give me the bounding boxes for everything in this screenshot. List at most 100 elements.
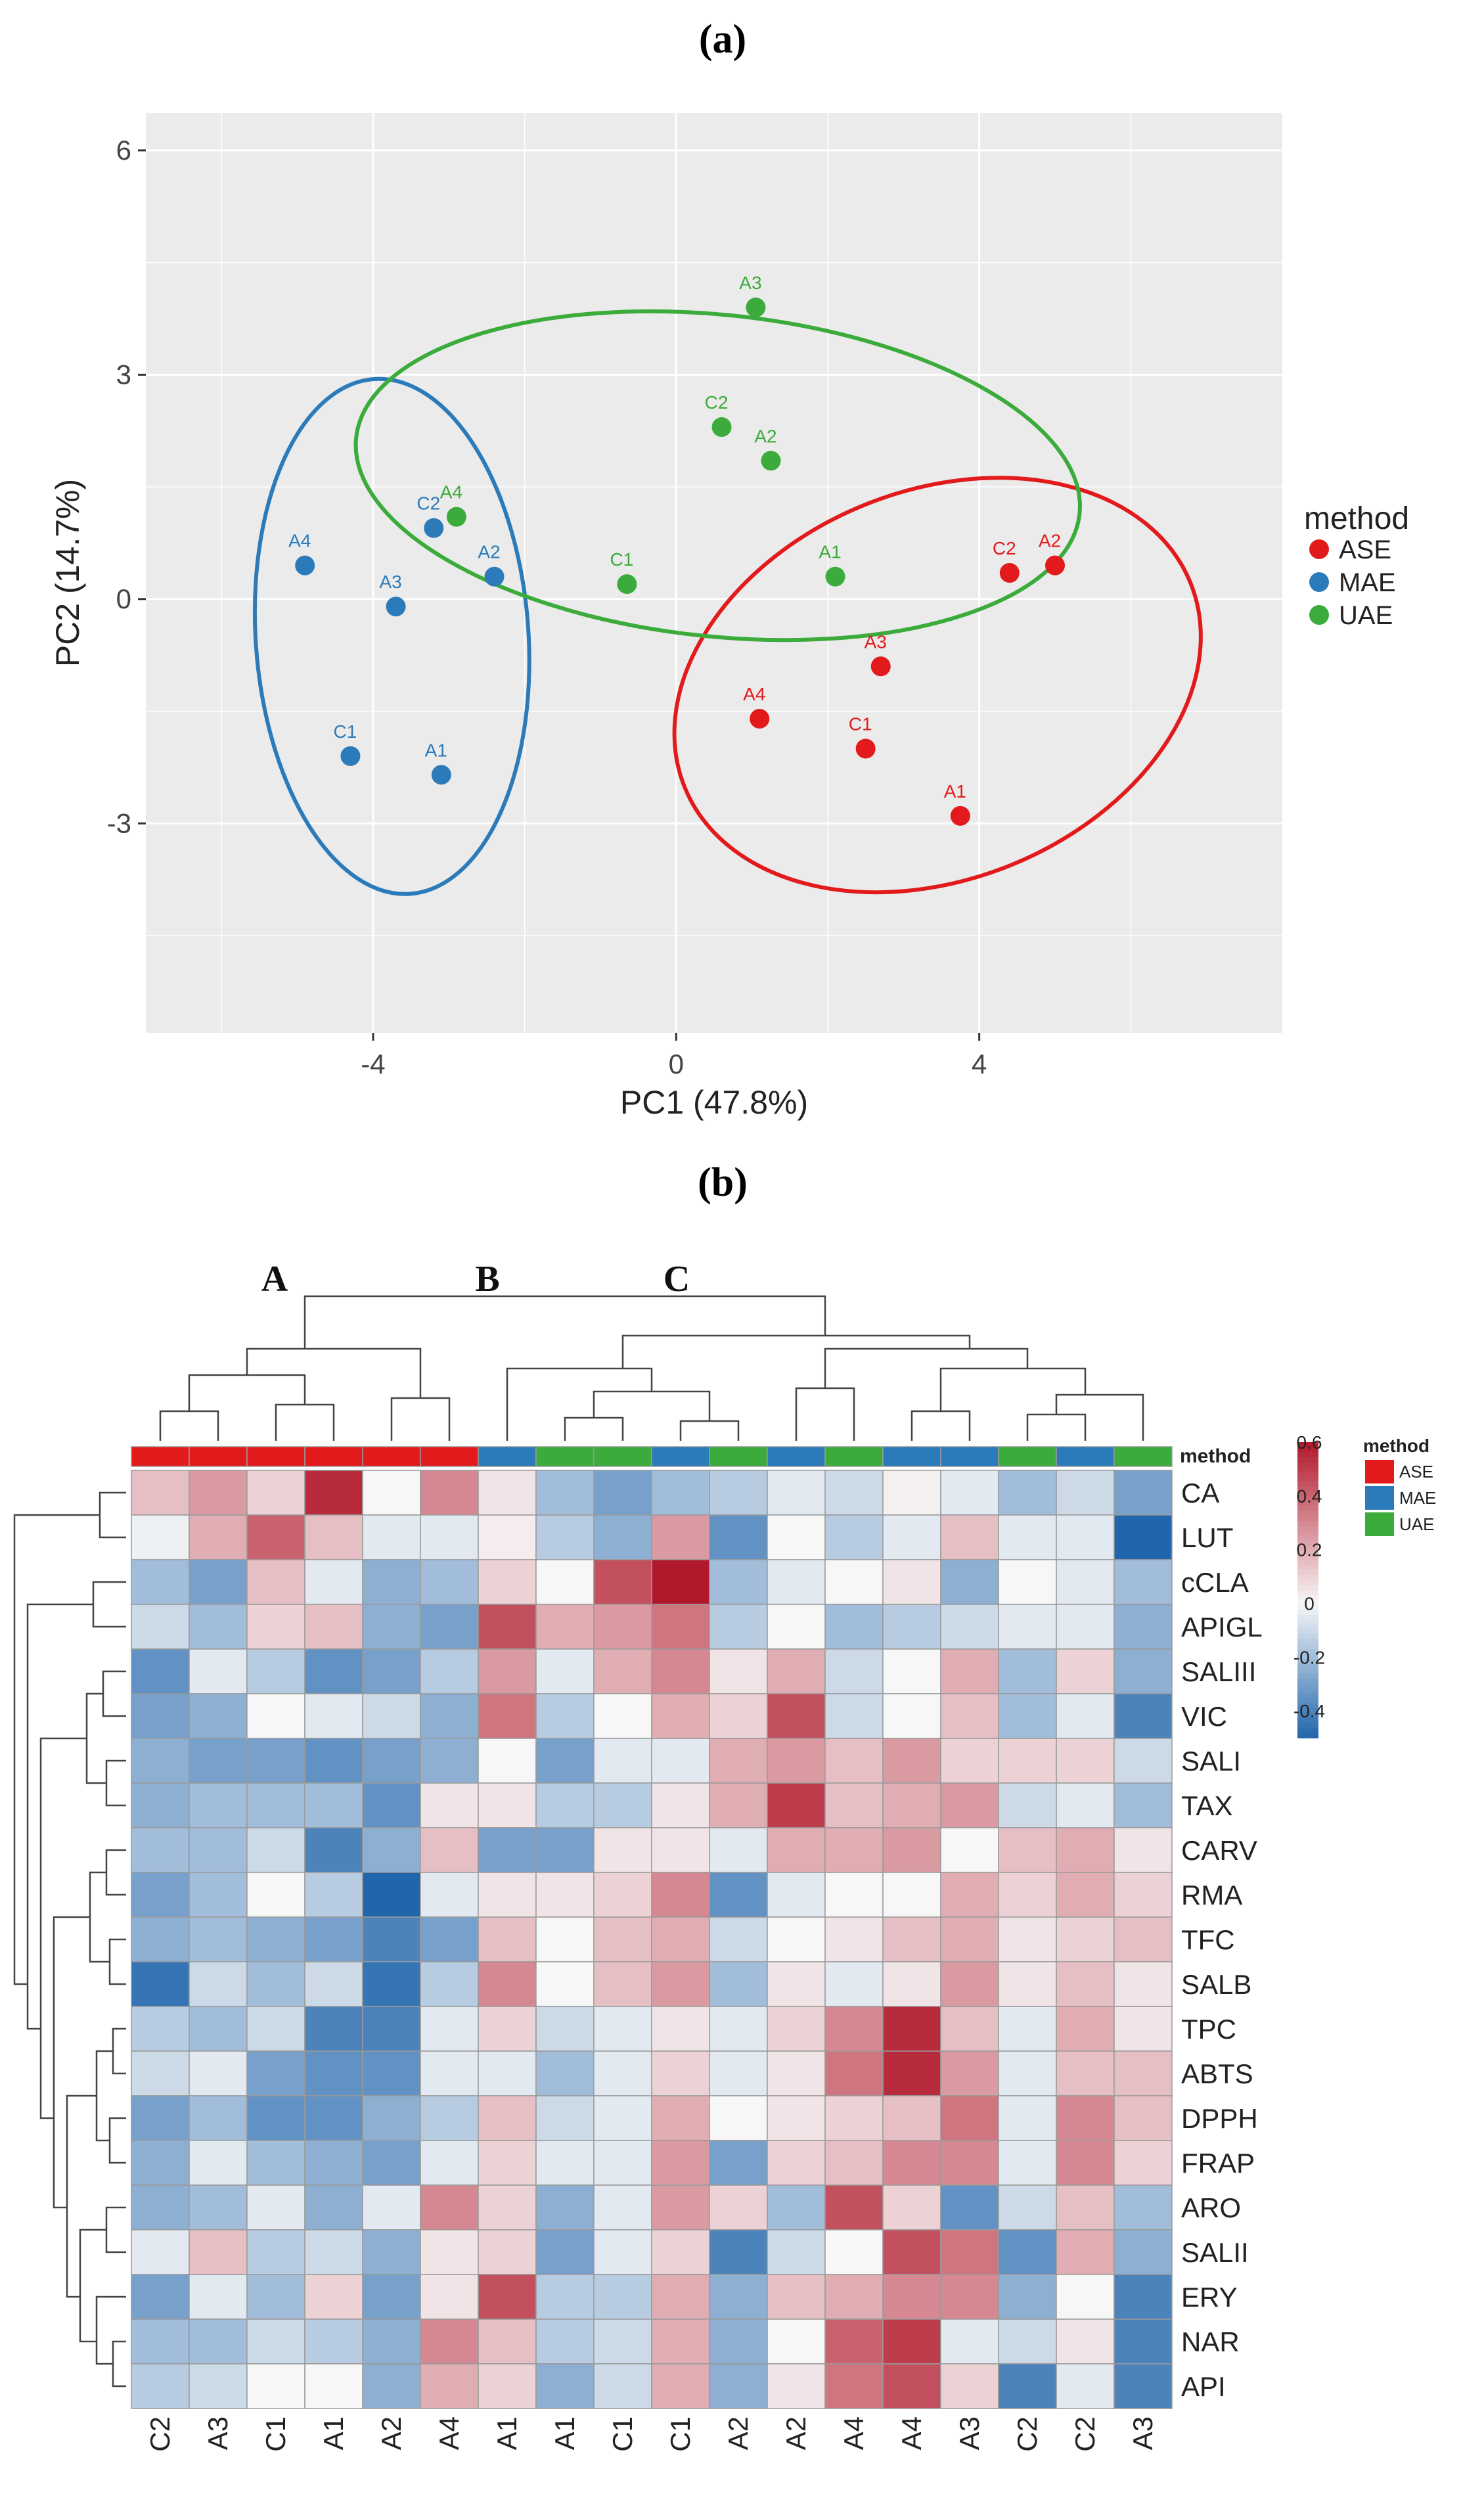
- scale-step: [1297, 1511, 1318, 1517]
- heatmap-cell: [940, 2006, 999, 2052]
- heatmap-cell: [709, 1782, 768, 1828]
- heatmap-cell: [131, 2095, 190, 2141]
- heatmap-cell: [304, 2274, 363, 2320]
- scale-tick-label: 0.2: [1297, 1540, 1322, 1560]
- scale-step: [1297, 1491, 1318, 1497]
- heatmap-cell: [767, 1559, 826, 1605]
- x-tick-label: 4: [972, 1049, 987, 1079]
- row-dendro-branch: [53, 1916, 90, 2209]
- heatmap-cell: [478, 1693, 537, 1739]
- heatmap-cell: [651, 1604, 710, 1650]
- heatmap-cell: [709, 1514, 768, 1560]
- annotation-cell-mae: [478, 1446, 537, 1467]
- heatmap-cell: [709, 2140, 768, 2186]
- heatmap-cell: [882, 1782, 941, 1828]
- scale-step: [1297, 1688, 1318, 1694]
- heatmap-cell: [189, 2184, 248, 2230]
- heatmap-cell: [189, 1872, 248, 1918]
- heatmap-cell: [998, 1559, 1057, 1605]
- cluster-label: B: [475, 1259, 499, 1300]
- heatmap-cell: [593, 1470, 652, 1516]
- scale-tick-label: 0.4: [1297, 1486, 1322, 1506]
- point-label: A4: [288, 531, 311, 551]
- heatmap-cell: [362, 1514, 421, 1560]
- heatmap-cell: [246, 2363, 305, 2409]
- heatmap-cell: [1056, 2006, 1115, 2052]
- scale-step: [1297, 1585, 1318, 1591]
- annotation-cell-mae: [651, 1446, 710, 1467]
- row-dendro-branch: [39, 1737, 87, 2119]
- method-legend-entry: UAE: [1399, 1514, 1434, 1534]
- heatmap-cell: [362, 2184, 421, 2230]
- heatmap-cell: [1056, 2184, 1115, 2230]
- heatmap-cell: [651, 1961, 710, 2007]
- annotation-cell-mae: [882, 1446, 941, 1467]
- heatmap-cell: [362, 1604, 421, 1650]
- point-label: A2: [754, 426, 776, 446]
- heatmap-cell: [1056, 2229, 1115, 2275]
- heatmap-cell: [767, 1916, 826, 1962]
- heatmap-cell: [651, 1782, 710, 1828]
- heatmap-cell: [998, 2140, 1057, 2186]
- row-label: SALB: [1181, 1969, 1251, 2000]
- heatmap-cell: [709, 2274, 768, 2320]
- scale-step: [1297, 1575, 1318, 1581]
- scale-step: [1297, 1614, 1318, 1620]
- heatmap-cell: [1113, 1648, 1173, 1694]
- point-label: A1: [819, 542, 841, 562]
- heatmap-cell: [304, 2319, 363, 2364]
- heatmap-cell: [824, 1470, 884, 1516]
- heatmap-cell: [824, 1738, 884, 1784]
- heatmap-cell: [767, 1738, 826, 1784]
- heatmap-cell: [1113, 2140, 1173, 2186]
- heatmap-cell: [824, 1961, 884, 2007]
- heatmap-cell: [1113, 1738, 1173, 1784]
- point-mae: [424, 518, 444, 538]
- heatmap-cell: [940, 2319, 999, 2364]
- scale-step: [1297, 1462, 1318, 1468]
- scale-tick-label: -0.2: [1293, 1647, 1325, 1667]
- heatmap-cell: [824, 2140, 884, 2186]
- heatmap-cell: [131, 1827, 190, 1873]
- scale-step: [1297, 1570, 1318, 1576]
- row-dendro-branch: [66, 2094, 97, 2298]
- heatmap-cell: [1056, 1648, 1115, 1694]
- scale-step: [1297, 1595, 1318, 1600]
- scale-step: [1297, 1565, 1318, 1571]
- heatmap-cell: [1056, 1827, 1115, 1873]
- annotation-cell-uae: [824, 1446, 884, 1467]
- heatmap-cell: [478, 1648, 537, 1694]
- heatmap-cell: [651, 2229, 710, 2275]
- heatmap-cell: [940, 2229, 999, 2275]
- dendro-branch: [593, 1390, 711, 1421]
- scale-step: [1297, 1683, 1318, 1689]
- scale-step: [1297, 1659, 1318, 1665]
- heatmap-cell: [1113, 2363, 1173, 2409]
- method-legend-swatch-ase: [1365, 1460, 1394, 1483]
- scale-step: [1297, 1654, 1318, 1660]
- row-label: TFC: [1181, 1924, 1235, 1955]
- heatmap-cell: [651, 2050, 710, 2096]
- legend-swatch-mae: [1309, 572, 1329, 592]
- scale-step: [1297, 1545, 1318, 1551]
- heatmap-cell: [940, 1827, 999, 1873]
- heatmap-cell: [651, 1738, 710, 1784]
- heatmap-cell: [709, 2363, 768, 2409]
- heatmap-cell: [246, 1916, 305, 1962]
- row-label: FRAP: [1181, 2148, 1255, 2179]
- row-label: CA: [1181, 1478, 1219, 1508]
- heatmap-cell: [246, 1514, 305, 1560]
- heatmap-cell: [651, 2274, 710, 2320]
- heatmap-cell: [246, 1827, 305, 1873]
- heatmap-cell: [131, 2184, 190, 2230]
- heatmap-cell: [824, 2363, 884, 2409]
- heatmap-cell: [824, 2006, 884, 2052]
- point-ase: [870, 656, 891, 677]
- y-tick-label: 6: [116, 135, 131, 166]
- heatmap-cell: [304, 2229, 363, 2275]
- row-label: cCLA: [1181, 1567, 1249, 1598]
- heatmap-cell: [535, 1916, 595, 1962]
- heatmap-cell: [131, 1782, 190, 1828]
